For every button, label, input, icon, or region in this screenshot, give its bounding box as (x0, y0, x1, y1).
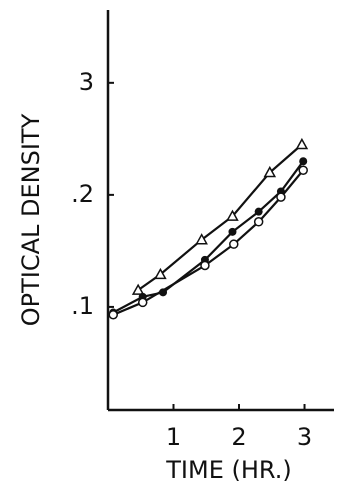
filled-circle-marker (299, 157, 308, 166)
open-circle-marker (229, 239, 239, 249)
triangle-marker (263, 165, 277, 178)
triangle-marker (226, 209, 239, 221)
open-circle-marker (253, 217, 264, 227)
triangle-marker (195, 233, 208, 245)
triangle-marker (154, 267, 167, 280)
y-axis-label: OPTICAL DENSITY (17, 113, 45, 326)
y-tick-label: 3 (79, 68, 94, 96)
open-circle-marker (298, 165, 308, 175)
x-axis-label: TIME (HR.) (165, 456, 291, 484)
x-tick-label: 2 (231, 423, 246, 451)
series-line (112, 160, 305, 314)
filled-circle-marker (254, 207, 263, 216)
triangle-marker (295, 137, 309, 150)
open-circle-marker (276, 192, 286, 202)
y-tick-label: .1 (71, 292, 94, 320)
y-tick-label: .2 (71, 180, 94, 208)
x-tick-label: 1 (166, 423, 181, 451)
filled-circle-marker (228, 227, 237, 236)
x-tick-label: 3 (297, 423, 312, 451)
open-circle-marker (108, 310, 118, 320)
series-line (137, 143, 303, 291)
triangle-marker (131, 283, 145, 295)
open-circle-marker (200, 260, 210, 271)
open-circle-marker (137, 297, 148, 308)
